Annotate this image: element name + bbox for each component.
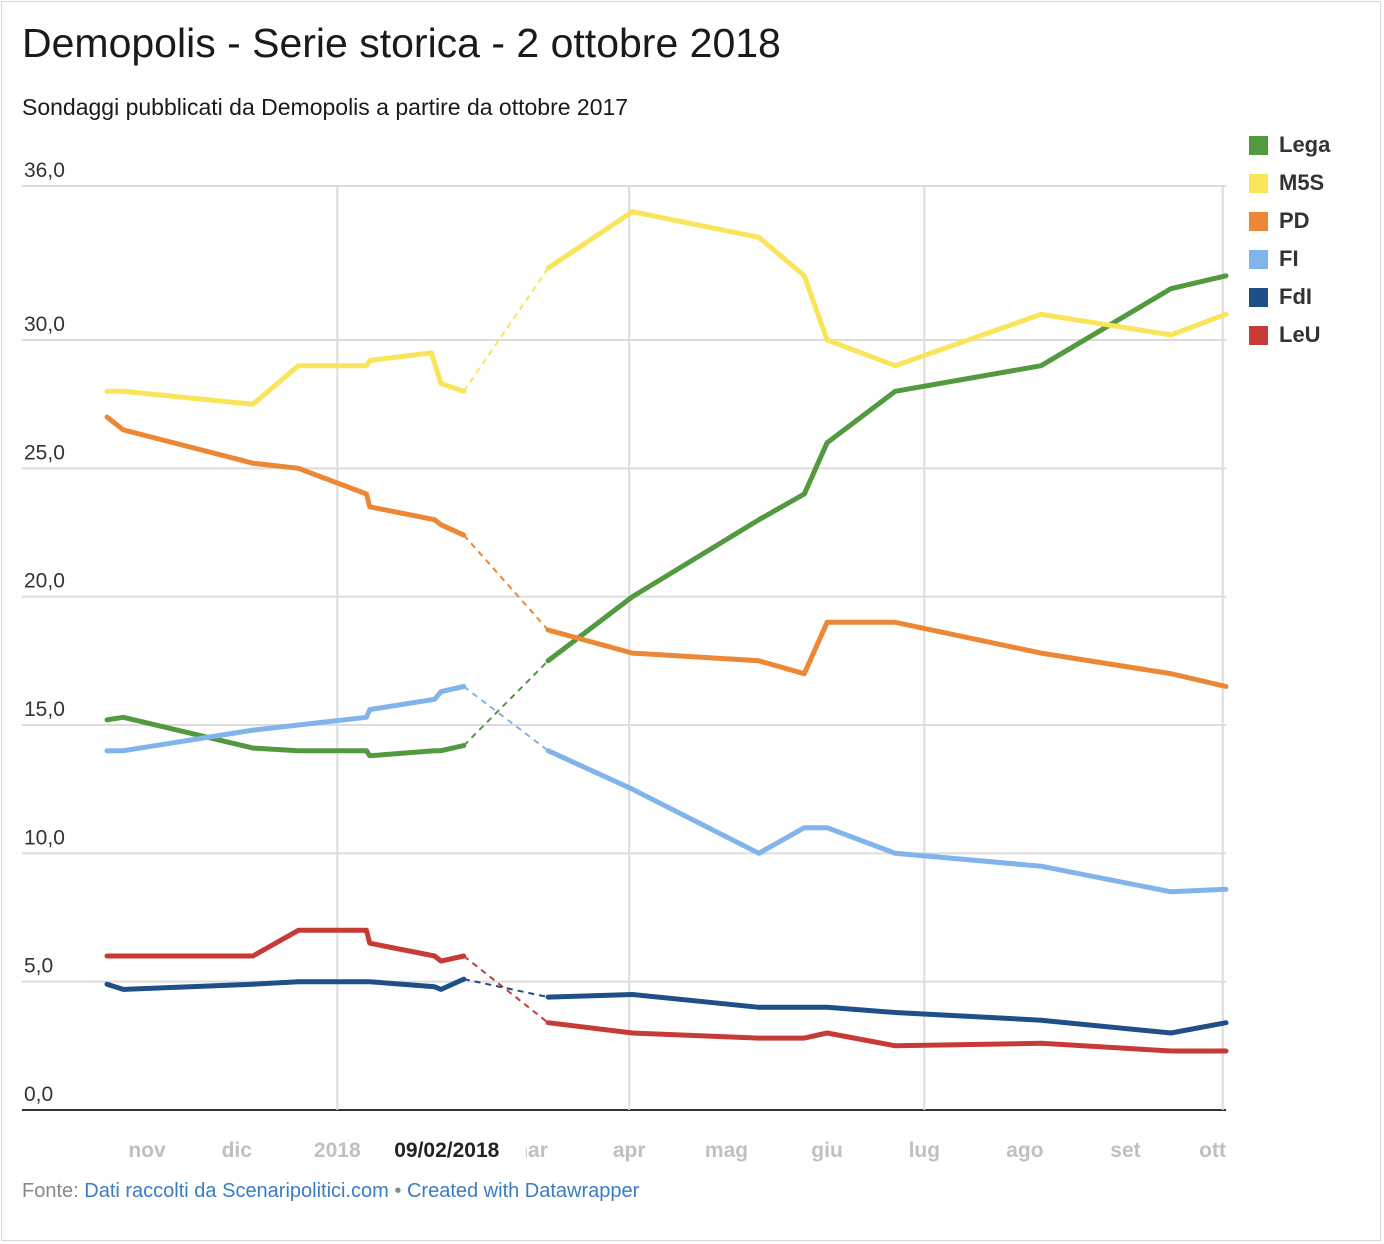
x-tick-label: giu bbox=[811, 1139, 843, 1162]
legend-item-leu[interactable]: LeU bbox=[1249, 316, 1330, 354]
legend: Lega M5S PD FI FdI LeU bbox=[1249, 126, 1330, 354]
legend-label: PD bbox=[1279, 208, 1310, 233]
series-gap-dashed-line bbox=[463, 660, 549, 747]
legend-item-lega[interactable]: Lega bbox=[1249, 126, 1330, 164]
series-lines[interactable] bbox=[104, 209, 1229, 1054]
series-leu[interactable] bbox=[104, 927, 1229, 1054]
x-tick-label: mag bbox=[705, 1139, 748, 1162]
series-gap-dashed-line bbox=[462, 267, 549, 392]
legend-label: FI bbox=[1279, 246, 1299, 271]
series-line[interactable] bbox=[545, 992, 1229, 1036]
y-tick-label: 0,0 bbox=[24, 1083, 53, 1106]
legend-swatch bbox=[1249, 211, 1268, 231]
x-axis-labels: novdic2018febmaraprmaggiulugagosetott bbox=[128, 1139, 1226, 1162]
legend-label: LeU bbox=[1279, 322, 1321, 347]
footer: Fonte: Dati raccolti da Scenaripolitici.… bbox=[22, 1180, 639, 1203]
legend-item-m5s[interactable]: M5S bbox=[1249, 164, 1330, 202]
series-line[interactable] bbox=[545, 209, 1229, 369]
x-tick-label: set bbox=[1110, 1139, 1140, 1162]
source-link[interactable]: Dati raccolti da Scenaripolitici.com bbox=[84, 1180, 389, 1202]
legend-swatch bbox=[1249, 249, 1268, 269]
y-tick-label: 25,0 bbox=[24, 441, 65, 464]
series-line[interactable] bbox=[104, 350, 467, 407]
chart-subtitle: Sondaggi pubblicati da Demopolis a parti… bbox=[22, 94, 629, 120]
x-tick-label: dic bbox=[222, 1139, 253, 1162]
footer-separator: • bbox=[394, 1180, 402, 1202]
x-tick-label: nov bbox=[128, 1139, 166, 1162]
legend-swatch bbox=[1249, 135, 1268, 155]
series-gap-dashed-line bbox=[463, 978, 549, 999]
gridlines bbox=[22, 185, 1226, 1111]
legend-label: FdI bbox=[1279, 284, 1312, 309]
legend-swatch bbox=[1249, 287, 1268, 307]
series-line[interactable] bbox=[545, 619, 1229, 689]
series-m5s[interactable] bbox=[104, 209, 1229, 407]
series-gap-dashed-line bbox=[463, 955, 549, 1024]
chart-title: Demopolis - Serie storica - 2 ottobre 20… bbox=[22, 20, 781, 66]
hover-label-backdrop bbox=[401, 1133, 526, 1165]
x-tick-label: apr bbox=[613, 1139, 646, 1162]
series-gap-dashed-line bbox=[463, 685, 549, 752]
y-tick-label: 5,0 bbox=[24, 955, 53, 978]
series-fi[interactable] bbox=[104, 684, 1229, 895]
y-tick-label: 20,0 bbox=[24, 570, 65, 593]
legend-label: M5S bbox=[1279, 170, 1325, 195]
y-tick-label: 10,0 bbox=[24, 826, 65, 849]
legend-swatch bbox=[1249, 325, 1268, 345]
legend-item-pd[interactable]: PD bbox=[1249, 202, 1330, 240]
y-tick-label: 36,0 bbox=[24, 159, 65, 182]
series-line[interactable] bbox=[545, 273, 1229, 664]
footer-prefix: Fonte: bbox=[22, 1180, 79, 1202]
hover-date-label: 09/02/2018 bbox=[394, 1139, 499, 1162]
series-fdi[interactable] bbox=[104, 976, 1229, 1036]
legend-swatch bbox=[1249, 173, 1268, 193]
series-line[interactable] bbox=[545, 1020, 1229, 1054]
y-axis-labels: 0,0 5,0 10,0 15,0 20,0 25,0 30,0 36,0 bbox=[24, 159, 65, 1106]
series-line[interactable] bbox=[104, 927, 467, 964]
legend-item-fi[interactable]: FI bbox=[1249, 240, 1330, 278]
x-tick-label: 2018 bbox=[314, 1139, 361, 1162]
series-line[interactable] bbox=[104, 414, 467, 538]
series-line[interactable] bbox=[104, 714, 467, 759]
x-tick-label: ott bbox=[1199, 1139, 1226, 1162]
series-line[interactable] bbox=[104, 976, 467, 992]
series-gap-dashed-line bbox=[463, 534, 549, 631]
y-tick-label: 30,0 bbox=[24, 313, 65, 336]
hover-indicator: 09/02/2018 bbox=[394, 1133, 526, 1165]
datawrapper-credit-link[interactable]: Created with Datawrapper bbox=[406, 1180, 640, 1202]
x-tick-label: lug bbox=[909, 1139, 941, 1162]
y-tick-label: 15,0 bbox=[24, 698, 65, 721]
legend-label: Lega bbox=[1279, 132, 1331, 157]
x-tick-label: ago bbox=[1006, 1139, 1043, 1162]
series-line[interactable] bbox=[545, 748, 1229, 895]
legend-item-fdi[interactable]: FdI bbox=[1249, 278, 1330, 316]
series-pd[interactable] bbox=[104, 414, 1229, 689]
series-lega[interactable] bbox=[104, 273, 1229, 759]
series-line[interactable] bbox=[104, 684, 467, 754]
